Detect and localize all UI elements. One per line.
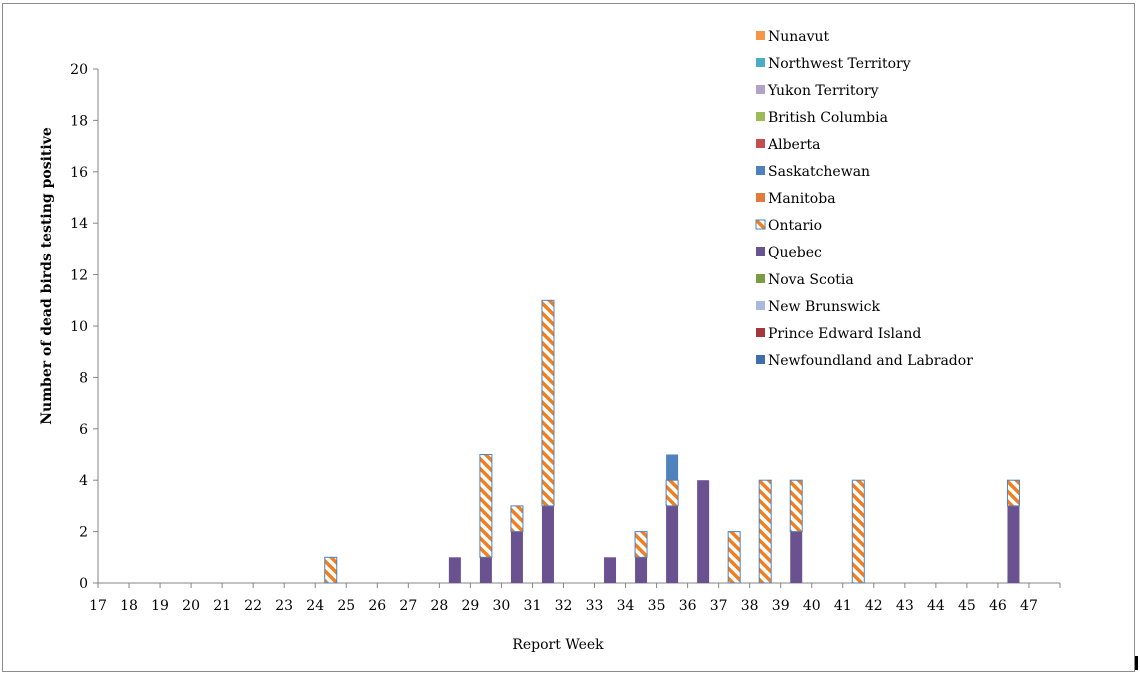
bar-ontario-week-46: [1006, 479, 1020, 507]
x-tick-label: 40: [803, 598, 821, 614]
x-tick-label: 21: [213, 598, 231, 614]
bar-quebec-week-29: [479, 557, 492, 583]
bar-ontario-week-35: [665, 479, 679, 507]
x-tick-label: 27: [399, 598, 417, 614]
bar-ontario-week-39: [789, 479, 803, 533]
bar-quebec-week-35: [666, 505, 679, 583]
legend-label-yukon-territory: Yukon Territory: [767, 83, 879, 99]
x-axis-title: Report Week: [512, 637, 604, 653]
x-tick-label: 34: [617, 598, 635, 614]
bar-quebec-week-34: [635, 557, 648, 583]
x-tick-label: 42: [865, 598, 883, 614]
bar-ontario-week-24: [324, 556, 338, 584]
legend-swatch-saskatchewan: [756, 166, 765, 175]
x-tick-label: 29: [461, 598, 479, 614]
legend-swatch-nunavut: [756, 31, 765, 40]
legend-label-nova-scotia: Nova Scotia: [768, 272, 854, 288]
x-tick-label: 31: [524, 598, 542, 614]
x-tick-label: 23: [275, 598, 293, 614]
bar-quebec-week-28: [448, 557, 461, 583]
y-tick-label: 18: [70, 113, 88, 129]
legend-swatch-new-brunswick: [756, 301, 765, 310]
legend-swatch-alberta: [756, 139, 765, 148]
legend-label-prince-edward-island: Prince Edward Island: [768, 326, 921, 342]
legend-label-newfoundland-and-labrador: Newfoundland and Labrador: [768, 353, 973, 369]
bar-saskatchewan-week-35: [666, 454, 679, 481]
x-tick-label: 47: [1020, 598, 1038, 614]
bar-quebec-week-36: [697, 480, 710, 583]
legend-swatch-british-columbia: [756, 112, 765, 121]
bar-quebec-week-39: [790, 531, 803, 583]
corner-mark: [1135, 656, 1138, 670]
legend-swatch-quebec: [756, 247, 765, 256]
legend-swatch-nova-scotia: [756, 274, 765, 283]
y-tick-label: 10: [70, 319, 88, 335]
chart-frame: 0 2 4 6 8 10 12 14 16 18 20 17 18 19 20 21 22 23 24 25 26 27 2…: [2, 3, 1135, 672]
y-tick-label: 12: [70, 268, 88, 284]
y-tick-label: 14: [70, 216, 88, 232]
legend: Nunavut Northwest Territory Yukon Territor…: [755, 29, 973, 369]
bar-quebec-week-46: [1007, 505, 1020, 583]
x-tick-label: 45: [958, 598, 976, 614]
legend-label-manitoba: Manitoba: [768, 191, 836, 207]
y-tick-label: 16: [70, 165, 88, 181]
y-axis-title: Number of dead birds testing positive: [39, 127, 55, 425]
bar-ontario-week-34: [634, 531, 648, 558]
x-tick-label: 37: [710, 598, 728, 614]
legend-label-ontario: Ontario: [768, 218, 822, 234]
x-tick-label: 39: [772, 598, 790, 614]
x-tick-label: 25: [337, 598, 355, 614]
x-tick-label: 46: [989, 598, 1007, 614]
legend-label-nunavut: Nunavut: [768, 29, 830, 45]
legend-swatch-manitoba: [756, 193, 765, 202]
bar-quebec-week-30: [510, 531, 523, 583]
bar-ontario-week-37: [727, 531, 741, 584]
legend-label-british-columbia: British Columbia: [768, 110, 888, 126]
bar-quebec-week-31: [541, 505, 554, 583]
y-tick-label: 0: [79, 576, 88, 592]
legend-label-quebec: Quebec: [768, 245, 822, 261]
x-tick-label: 32: [555, 598, 573, 614]
legend-swatch-yukon-territory: [756, 85, 765, 94]
x-tick-label: 17: [89, 598, 107, 614]
x-tick-label: 38: [741, 598, 759, 614]
legend-swatch-ontario: [755, 219, 766, 230]
x-tick-label: 30: [493, 598, 511, 614]
legend-label-new-brunswick: New Brunswick: [768, 299, 880, 315]
legend-label-saskatchewan: Saskatchewan: [768, 164, 870, 180]
y-tick-label: 4: [79, 473, 88, 489]
legend-swatch-prince-edward-island: [756, 328, 765, 337]
x-tick-label: 20: [182, 598, 200, 614]
x-tick-label: 22: [244, 598, 262, 614]
bar-quebec-week-33: [604, 557, 617, 583]
x-tick-label: 36: [679, 598, 697, 614]
x-tick-label: 33: [586, 598, 604, 614]
bar-ontario-week-31: [541, 299, 555, 507]
x-tick-label: 43: [896, 598, 914, 614]
y-tick-label: 8: [79, 370, 88, 386]
legend-label-northwest-territory: Northwest Territory: [768, 56, 911, 72]
x-tick-label: 41: [834, 598, 852, 614]
x-tick-label: 26: [368, 598, 386, 614]
bar-ontario-week-29: [479, 454, 493, 558]
bar-ontario-week-38: [758, 479, 772, 584]
bar-ontario-week-41: [851, 479, 865, 584]
legend-swatch-newfoundland-and-labrador: [756, 355, 765, 364]
y-tick-label: 2: [79, 525, 88, 541]
x-tick-label: 28: [430, 598, 448, 614]
x-tick-label: 35: [648, 598, 666, 614]
legend-swatch-northwest-territory: [756, 58, 765, 67]
x-tick-label: 44: [927, 598, 945, 614]
y-tick-label: 6: [79, 422, 88, 438]
legend-label-alberta: Alberta: [767, 137, 821, 153]
x-tick-label: 18: [120, 598, 138, 614]
x-tick-label: 24: [306, 598, 324, 614]
x-tick-label: 19: [151, 598, 169, 614]
y-tick-label: 20: [70, 62, 88, 78]
bar-ontario-week-30: [510, 505, 524, 533]
